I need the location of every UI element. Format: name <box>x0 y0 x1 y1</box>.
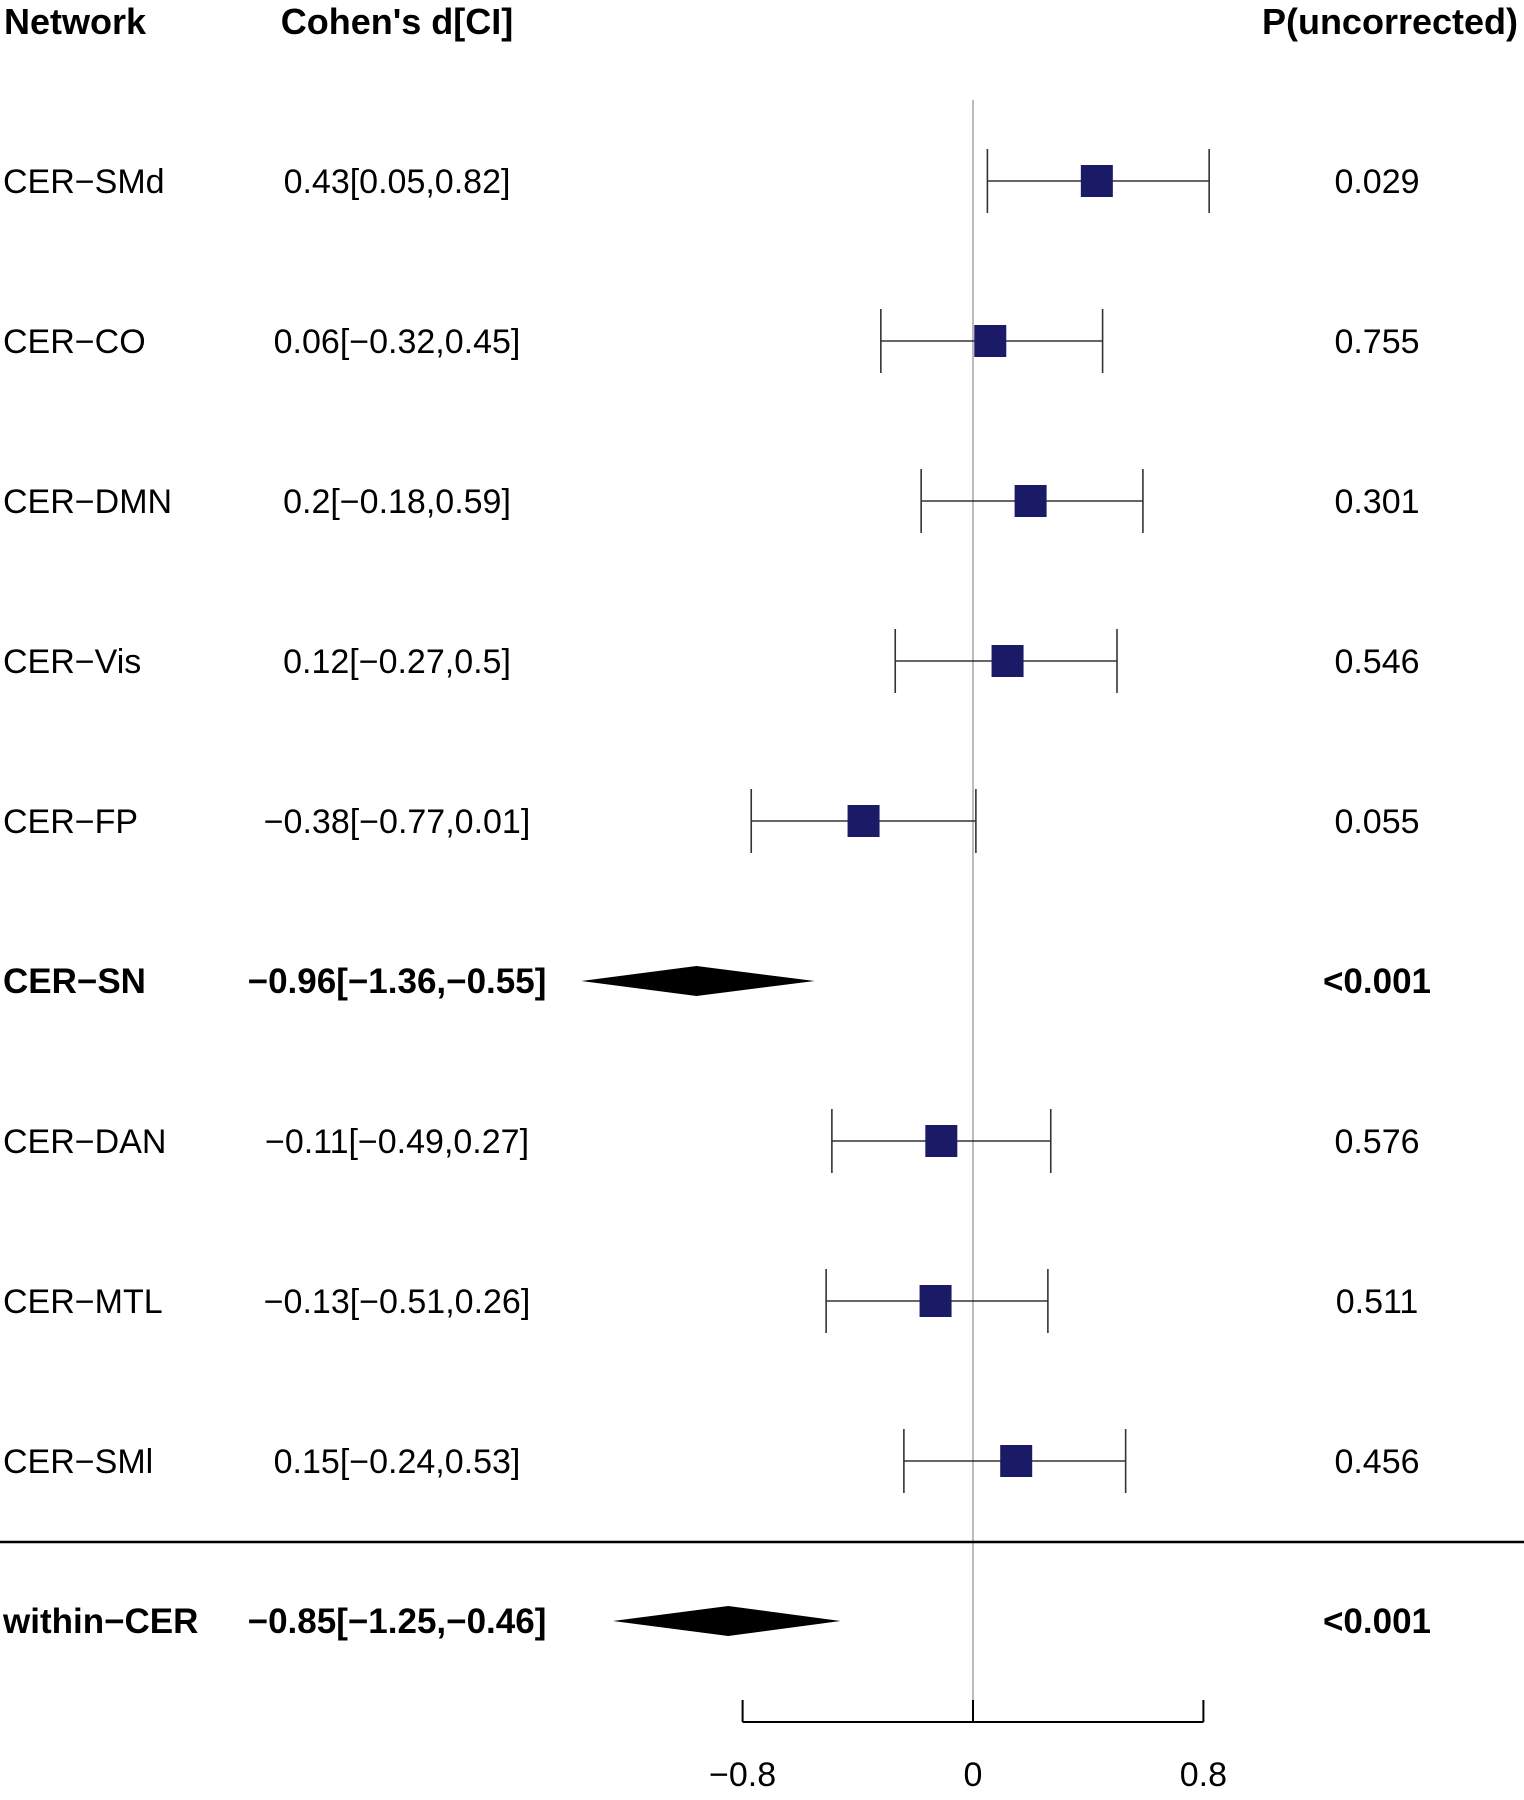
row-effect-ci-text: 0.2[−0.18,0.59] <box>283 483 511 521</box>
forest-row: CER−Vis 0.12[−0.27,0.5] 0.546 <box>3 629 1420 693</box>
row-effect-ci-text: −0.96[−1.36,−0.55] <box>248 962 547 1001</box>
row-p-value: 0.029 <box>1334 163 1419 201</box>
effect-square <box>1014 485 1047 517</box>
row-p-value: 0.055 <box>1334 803 1419 841</box>
forest-row: CER−MTL −0.13[−0.51,0.26] 0.511 <box>3 1269 1418 1333</box>
effect-square <box>1000 1445 1033 1477</box>
row-p-value: 0.456 <box>1334 1443 1419 1481</box>
row-p-value: 0.576 <box>1334 1123 1419 1161</box>
row-network-label: CER−CO <box>3 323 146 361</box>
effect-square <box>847 805 880 837</box>
header-p-value: P(uncorrected) <box>1262 1 1518 42</box>
row-effect-ci-text: 0.15[−0.24,0.53] <box>274 1443 521 1481</box>
row-effect-ci-text: 0.43[0.05,0.82] <box>284 163 511 201</box>
row-network-label: CER−Vis <box>3 643 141 681</box>
row-network-label: within−CER <box>2 1602 198 1641</box>
effect-square <box>1080 165 1113 197</box>
row-effect-ci-text: −0.38[−0.77,0.01] <box>264 803 531 841</box>
forest-row: CER−DAN −0.11[−0.49,0.27] 0.576 <box>3 1109 1420 1173</box>
x-axis: −0.8 0 0.8 <box>709 1700 1227 1794</box>
row-effect-ci-text: −0.11[−0.49,0.27] <box>265 1123 529 1161</box>
row-network-label: CER−SN <box>3 962 146 1001</box>
forest-rows: CER−SMd 0.43[0.05,0.82] 0.029 CER−CO 0.06[−0… <box>2 100 1431 1715</box>
row-p-value: 0.546 <box>1334 643 1419 681</box>
x-tick-label: −0.8 <box>709 1756 776 1794</box>
x-tick-label: 0.8 <box>1180 1756 1227 1794</box>
row-network-label: CER−DAN <box>3 1123 166 1161</box>
forest-row: CER−DMN 0.2[−0.18,0.59] 0.301 <box>3 469 1420 533</box>
forest-row: CER−SMl 0.15[−0.24,0.53] 0.456 <box>3 1429 1420 1493</box>
forest-row: CER−SN −0.96[−1.36,−0.55] <0.001 <box>3 962 1431 1001</box>
row-p-value: 0.511 <box>1336 1283 1419 1321</box>
row-network-label: CER−MTL <box>3 1283 163 1321</box>
row-effect-ci-text: −0.85[−1.25,−0.46] <box>248 1602 547 1641</box>
row-p-value: <0.001 <box>1323 962 1431 1001</box>
x-tick-label: 0 <box>964 1756 983 1794</box>
effect-square <box>991 645 1024 677</box>
row-effect-ci-text: 0.06[−0.32,0.45] <box>274 323 521 361</box>
row-network-label: CER−DMN <box>3 483 172 521</box>
row-network-label: CER−SMl <box>3 1443 153 1481</box>
row-effect-ci-text: −0.13[−0.51,0.26] <box>264 1283 531 1321</box>
header-effect: Cohen's d[CI] <box>281 1 514 42</box>
row-p-value: <0.001 <box>1323 1602 1431 1641</box>
header-network: Network <box>4 1 147 42</box>
forest-row: CER−FP −0.38[−0.77,0.01] 0.055 <box>3 789 1420 853</box>
summary-diamond <box>613 1606 841 1636</box>
summary-diamond <box>581 966 815 996</box>
row-p-value: 0.755 <box>1334 323 1419 361</box>
row-p-value: 0.301 <box>1334 483 1419 521</box>
effect-square <box>974 325 1007 357</box>
row-network-label: CER−SMd <box>3 163 165 201</box>
row-network-label: CER−FP <box>3 803 138 841</box>
row-effect-ci-text: 0.12[−0.27,0.5] <box>283 643 511 681</box>
forest-row: CER−SMd 0.43[0.05,0.82] 0.029 <box>3 149 1420 213</box>
effect-square <box>919 1285 952 1317</box>
effect-square <box>925 1125 958 1157</box>
forest-row: CER−CO 0.06[−0.32,0.45] 0.755 <box>3 309 1420 373</box>
forest-row: within−CER −0.85[−1.25,−0.46] <0.001 <box>2 1602 1431 1641</box>
